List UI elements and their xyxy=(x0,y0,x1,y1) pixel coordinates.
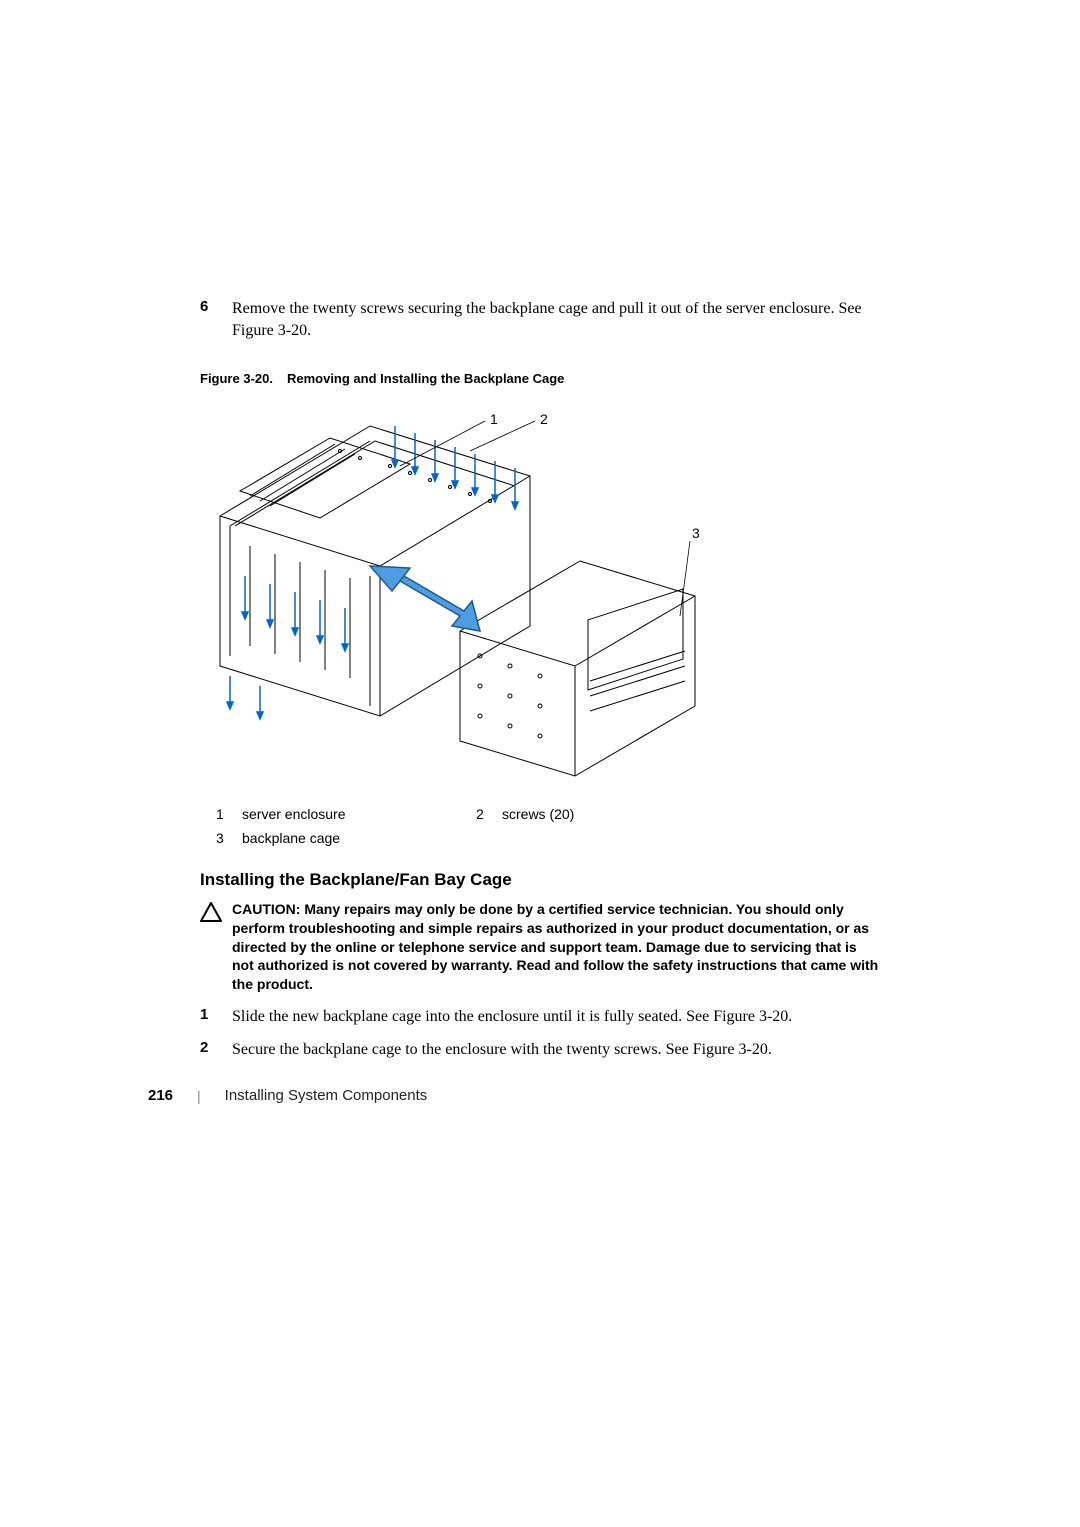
legend-label-3: backplane cage xyxy=(242,830,460,846)
step-2-text: Secure the backplane cage to the enclosu… xyxy=(232,1039,772,1061)
footer-section-title: Installing System Components xyxy=(225,1087,428,1104)
legend-label-2: screws (20) xyxy=(502,806,720,822)
legend-row: 3 backplane cage xyxy=(200,830,880,846)
legend-num-1: 1 xyxy=(200,806,242,822)
step-2-number: 2 xyxy=(200,1039,232,1061)
install-steps: 1 Slide the new backplane cage into the … xyxy=(200,1006,880,1061)
caution-text: CAUTION: Many repairs may only be done b… xyxy=(232,900,880,994)
figure-legend: 1 server enclosure 2 screws (20) 3 backp… xyxy=(200,806,880,846)
section-heading: Installing the Backplane/Fan Bay Cage xyxy=(200,870,880,890)
step-item: 1 Slide the new backplane cage into the … xyxy=(200,1006,880,1028)
caution-body: Many repairs may only be done by a certi… xyxy=(232,901,878,993)
step-item: 2 Secure the backplane cage to the enclo… xyxy=(200,1039,880,1061)
backplane-diagram-svg: 1 2 3 xyxy=(200,396,700,786)
step-1-number: 1 xyxy=(200,1006,232,1028)
legend-num-3: 3 xyxy=(200,830,242,846)
footer-divider: | xyxy=(197,1088,201,1104)
callout-1: 1 xyxy=(490,411,498,427)
figure-caption-prefix: Figure 3-20. xyxy=(200,371,273,386)
step-1-text: Slide the new backplane cage into the en… xyxy=(232,1006,792,1028)
callout-2: 2 xyxy=(540,411,548,427)
step-6-number: 6 xyxy=(200,298,232,343)
figure-caption: Figure 3-20. Removing and Installing the … xyxy=(200,371,880,386)
callout-3: 3 xyxy=(692,525,700,541)
caution-label: CAUTION: xyxy=(232,901,300,917)
caution-block: CAUTION: Many repairs may only be done b… xyxy=(200,900,880,994)
step-6: 6 Remove the twenty screws securing the … xyxy=(200,298,880,343)
page-footer: 216 | Installing System Components xyxy=(148,1087,427,1104)
page-number: 216 xyxy=(148,1087,173,1104)
figure-caption-title: Removing and Installing the Backplane Ca… xyxy=(287,371,564,386)
legend-num-2: 2 xyxy=(460,806,502,822)
step-6-text: Remove the twenty screws securing the ba… xyxy=(232,298,880,343)
figure-diagram: 1 2 3 xyxy=(200,396,700,786)
caution-icon xyxy=(200,900,232,994)
legend-label-1: server enclosure xyxy=(242,806,460,822)
legend-row: 1 server enclosure 2 screws (20) xyxy=(200,806,880,822)
